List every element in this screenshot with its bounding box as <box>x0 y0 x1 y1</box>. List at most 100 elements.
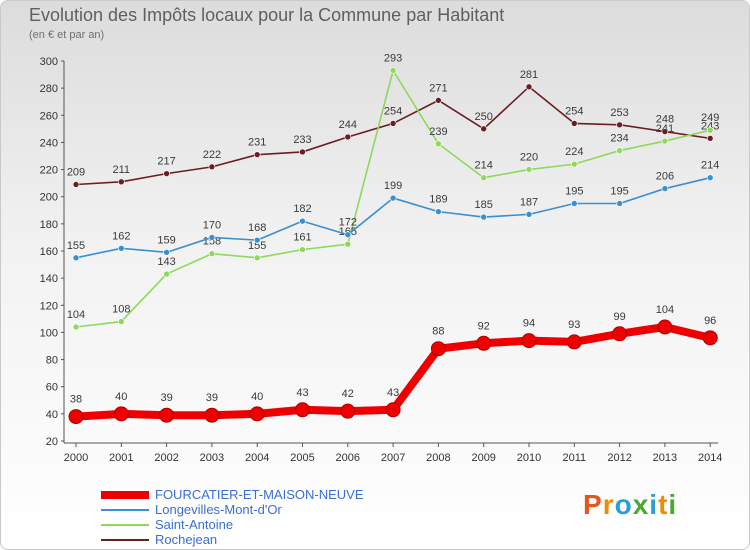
x-tick-label: 2008 <box>426 452 450 464</box>
chart-subtitle: (en € et par an) <box>29 29 105 41</box>
data-label: 253 <box>610 107 628 119</box>
data-label: 249 <box>701 112 719 124</box>
data-point <box>253 254 261 262</box>
data-label: 281 <box>520 69 538 81</box>
data-point <box>159 407 175 423</box>
x-tick-label: 2004 <box>245 452 269 464</box>
data-label: 43 <box>387 387 399 399</box>
data-point <box>706 126 714 134</box>
data-label: 40 <box>251 391 263 403</box>
data-point <box>208 250 216 258</box>
data-point <box>299 217 306 225</box>
data-point <box>661 137 669 145</box>
y-tick-label: 60 <box>46 382 58 394</box>
data-point <box>612 326 628 342</box>
data-label: 170 <box>203 219 221 231</box>
data-point <box>163 170 170 177</box>
legend-label: FOURCATIER-ET-MAISON-NEUVE <box>155 487 364 502</box>
x-tick-label: 2011 <box>562 452 586 464</box>
data-label: 39 <box>160 392 172 404</box>
data-label: 231 <box>248 137 266 149</box>
data-label: 244 <box>339 119 357 131</box>
data-point <box>118 244 125 252</box>
legend-swatch <box>101 490 149 499</box>
data-point <box>661 128 669 135</box>
data-point <box>435 208 442 215</box>
data-point <box>435 140 442 148</box>
x-tick-label: 2001 <box>109 452 133 464</box>
y-tick-label: 100 <box>40 327 58 339</box>
data-label: 224 <box>565 146 583 158</box>
data-label: 187 <box>520 196 538 208</box>
data-point <box>661 185 669 192</box>
data-label: 220 <box>520 152 538 164</box>
data-point <box>385 402 401 418</box>
data-label: 161 <box>293 232 311 244</box>
data-label: 254 <box>384 105 402 117</box>
data-point <box>435 97 442 104</box>
data-label: 195 <box>610 186 628 198</box>
data-point <box>113 406 129 422</box>
x-tick-label: 2010 <box>517 452 541 464</box>
data-point <box>204 407 220 423</box>
logo-letter: P <box>583 489 603 520</box>
data-point <box>480 125 488 133</box>
logo-letter: i <box>649 489 659 520</box>
data-point <box>480 174 488 182</box>
data-point <box>68 409 84 425</box>
data-point <box>163 249 170 256</box>
data-point <box>657 319 673 335</box>
data-label: 96 <box>704 315 716 327</box>
data-label: 159 <box>157 234 175 246</box>
data-point <box>616 200 623 207</box>
x-tick-label: 2006 <box>336 452 360 464</box>
legend-label: Saint-Antoine <box>155 517 234 532</box>
y-tick-label: 300 <box>40 56 58 68</box>
data-label: 155 <box>248 240 266 252</box>
legend-item: FOURCATIER-ET-MAISON-NEUVE <box>101 487 364 502</box>
data-label: 217 <box>157 156 175 168</box>
data-label: 93 <box>568 319 580 331</box>
data-label: 254 <box>565 105 583 117</box>
data-label: 239 <box>429 126 447 138</box>
data-point <box>208 163 216 171</box>
data-point <box>706 135 714 142</box>
legend-swatch <box>101 508 149 511</box>
data-point <box>476 335 492 351</box>
data-label: 241 <box>656 123 674 135</box>
legend-swatch <box>101 538 149 541</box>
data-label: 168 <box>248 222 266 234</box>
x-tick-label: 2003 <box>200 452 224 464</box>
data-point <box>616 121 623 129</box>
data-label: 222 <box>203 149 221 161</box>
proxiti-logo: Proxiti <box>583 489 677 521</box>
data-point <box>570 120 578 127</box>
data-point <box>208 234 216 241</box>
y-tick-label: 80 <box>46 355 58 367</box>
legend-label: Rochejean <box>155 532 218 547</box>
logo-letter: r <box>602 489 615 520</box>
data-point <box>163 270 170 278</box>
logo-letter: i <box>668 489 678 520</box>
legend-item: Longevilles-Mont-d'Or <box>101 502 364 517</box>
data-point <box>344 231 352 239</box>
data-label: 182 <box>293 203 311 215</box>
data-point <box>480 213 488 221</box>
x-tick-label: 2007 <box>381 452 405 464</box>
data-point <box>430 341 446 357</box>
data-label: 243 <box>701 120 719 132</box>
x-tick-label: 2000 <box>64 452 88 464</box>
data-point <box>299 148 306 156</box>
data-label: 233 <box>293 134 311 146</box>
y-tick-label: 180 <box>40 219 58 231</box>
data-point <box>299 246 306 253</box>
legend-item: Rochejean <box>101 532 364 547</box>
data-label: 206 <box>656 171 674 183</box>
data-point <box>525 83 533 91</box>
y-tick-label: 120 <box>40 300 58 312</box>
data-label: 214 <box>701 160 719 172</box>
y-tick-label: 40 <box>46 409 58 421</box>
data-label: 209 <box>67 167 85 179</box>
